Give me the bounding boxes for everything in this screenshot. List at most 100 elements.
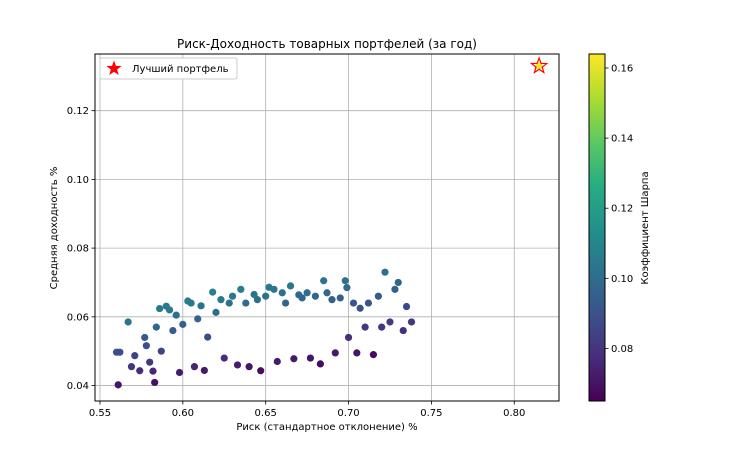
data-point <box>233 361 242 369</box>
data-point <box>190 363 199 371</box>
data-point <box>204 333 212 341</box>
data-point <box>197 302 205 310</box>
data-point <box>286 282 295 290</box>
data-point <box>212 308 220 316</box>
data-point <box>323 289 331 297</box>
colorbar: 0.08 0.10 0.12 0.14 0.16 Коэффициент Шарпа <box>588 53 651 402</box>
data-point <box>306 354 315 362</box>
x-tick-label: 0.65 <box>255 408 277 419</box>
best-portfolio-point <box>535 62 543 70</box>
data-point <box>136 367 144 375</box>
data-point <box>290 355 298 363</box>
legend: Лучший портфель <box>99 57 238 80</box>
x-axis-label: Риск (стандартное отклонение) % <box>236 422 417 433</box>
data-point <box>369 351 377 359</box>
colorbar-tick-label: 0.14 <box>611 134 633 145</box>
data-point <box>361 323 369 331</box>
data-point <box>303 289 311 297</box>
colorbar-gradient <box>588 53 606 402</box>
data-point <box>331 349 339 357</box>
data-point <box>142 342 150 350</box>
colorbar-label: Коэффициент Шарпа <box>640 171 651 284</box>
legend-box <box>99 57 238 80</box>
data-point <box>336 294 344 302</box>
legend-star-icon <box>106 60 122 75</box>
data-point <box>151 378 159 387</box>
data-point <box>194 315 202 323</box>
data-point <box>257 367 265 375</box>
y-tick-label: 0.04 <box>67 381 89 392</box>
data-point <box>157 347 165 355</box>
data-point <box>341 277 349 285</box>
data-point <box>141 333 149 342</box>
data-point <box>270 285 278 293</box>
data-point <box>386 318 394 326</box>
data-point <box>343 284 351 292</box>
data-point <box>378 323 386 331</box>
data-point <box>237 285 245 293</box>
data-point <box>245 363 253 371</box>
data-point <box>146 358 154 366</box>
grid <box>95 54 559 401</box>
data-point <box>149 367 157 375</box>
data-point <box>152 323 160 331</box>
data-point <box>114 381 122 389</box>
data-point <box>156 304 164 313</box>
data-point <box>165 306 174 314</box>
y-axis-ticks: 0.04 0.06 0.08 0.10 0.12 <box>67 106 95 392</box>
plot-frame <box>94 53 560 402</box>
data-point <box>402 302 411 311</box>
data-point <box>391 285 399 293</box>
data-point <box>179 320 187 328</box>
data-point <box>344 333 353 342</box>
data-point <box>131 352 139 360</box>
best-portfolio-star <box>529 56 549 74</box>
data-point <box>311 292 319 300</box>
data-point <box>298 294 306 302</box>
x-axis-ticks: 0.55 0.60 0.65 0.70 0.75 0.80 <box>89 401 525 419</box>
data-point <box>187 299 195 307</box>
data-point <box>217 296 225 304</box>
data-point <box>399 326 407 335</box>
x-tick-label: 0.55 <box>89 408 111 419</box>
data-point <box>127 363 136 371</box>
colorbar-tick-label: 0.12 <box>611 204 633 215</box>
colorbar-tick-label: 0.16 <box>611 64 633 75</box>
data-point <box>124 318 132 326</box>
data-point <box>116 348 124 356</box>
best-portfolio-layer <box>529 56 549 74</box>
x-tick-label: 0.75 <box>420 408 442 419</box>
data-point <box>250 290 258 299</box>
data-point <box>353 349 361 357</box>
data-point <box>200 366 208 375</box>
data-point <box>316 360 324 368</box>
data-point <box>381 268 389 276</box>
data-point <box>220 354 228 362</box>
y-tick-label: 0.08 <box>67 244 89 255</box>
colorbar-tick-label: 0.10 <box>611 274 633 285</box>
y-tick-label: 0.10 <box>67 175 89 186</box>
x-tick-label: 0.70 <box>337 408 359 419</box>
y-tick-label: 0.06 <box>67 312 89 323</box>
data-point <box>175 368 184 377</box>
data-point <box>349 299 358 307</box>
chart-title: Риск-Доходность товарных портфелей (за г… <box>177 37 477 51</box>
data-point <box>228 292 237 300</box>
data-point <box>253 296 261 304</box>
data-point <box>273 357 281 366</box>
data-point <box>278 289 286 297</box>
data-point <box>209 288 217 296</box>
data-points <box>112 268 416 389</box>
data-point <box>320 277 328 285</box>
y-axis-label: Средняя доходность % <box>49 167 60 290</box>
data-point <box>242 299 250 307</box>
x-tick-label: 0.80 <box>503 408 525 419</box>
data-point <box>394 278 402 287</box>
colorbar-tick-label: 0.08 <box>611 344 633 355</box>
data-point <box>169 326 177 335</box>
data-point <box>356 304 364 312</box>
data-point <box>281 299 290 307</box>
colorbar-ticks: 0.08 0.10 0.12 0.14 0.16 <box>605 64 633 355</box>
data-point <box>262 292 270 300</box>
